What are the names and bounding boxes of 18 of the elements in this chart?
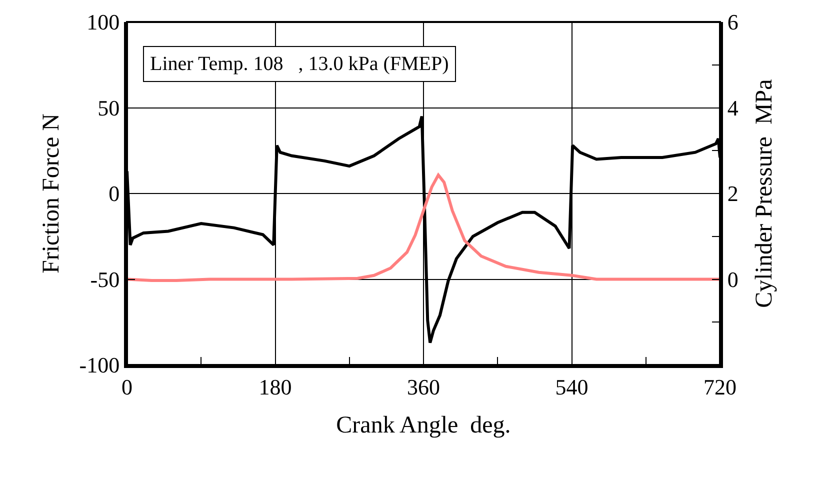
y-tick-label: -50 xyxy=(90,266,120,292)
y-tick-label: 0 xyxy=(108,181,120,206)
line-series xyxy=(127,174,720,282)
y2-axis-title: Cylinder Pressure MPa xyxy=(752,78,778,308)
x-axis-title: Crank Angle deg. xyxy=(336,412,511,439)
y-tick-label: -100 xyxy=(79,352,120,378)
annotation: Liner Temp. 108 , 13.0 kPa (FMEP) xyxy=(150,53,449,75)
y-tick-label: 100 xyxy=(86,10,120,35)
y-tick-label: 50 xyxy=(98,95,120,120)
x-tick-label: 180 xyxy=(258,374,292,400)
y2-tick-label: 6 xyxy=(727,10,738,35)
y2-tick-label: 2 xyxy=(727,181,738,206)
x-tick-label: 540 xyxy=(555,374,588,400)
y2-tick-label: 0 xyxy=(727,266,738,292)
x-tick-label: 360 xyxy=(407,374,440,400)
y-axis-title: Friction Force N xyxy=(38,114,64,274)
x-tick-label: 720 xyxy=(704,374,736,400)
y2-tick-label: 4 xyxy=(727,95,738,120)
